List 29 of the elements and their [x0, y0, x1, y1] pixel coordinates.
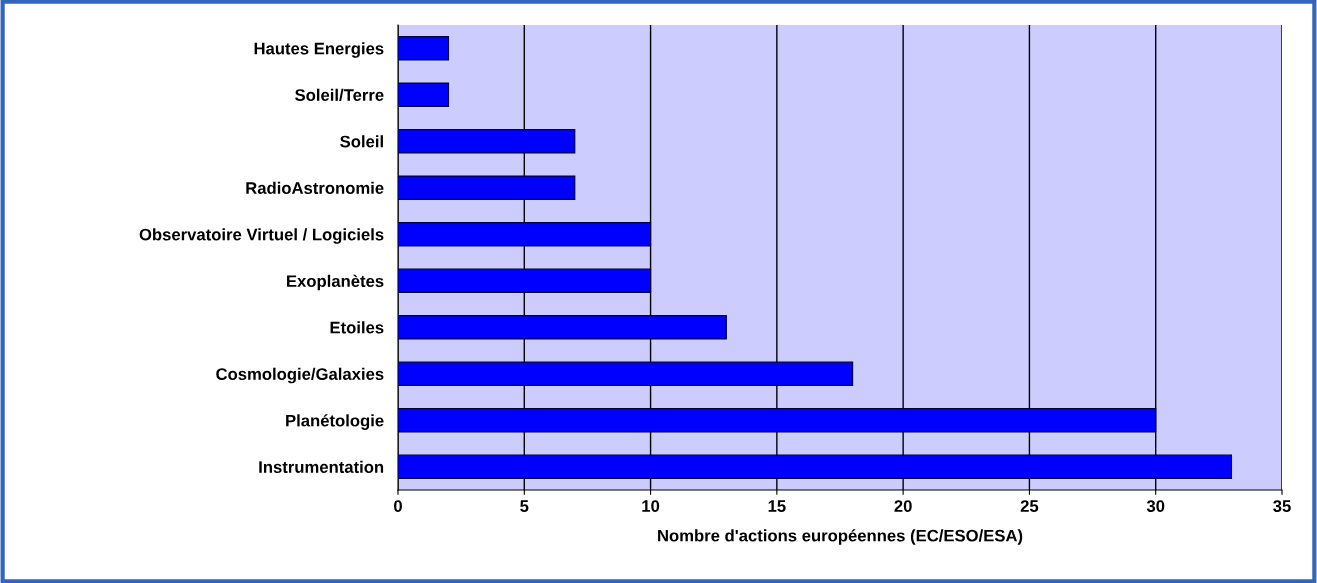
bar	[398, 408, 1157, 433]
y-tick-label: Cosmologie/Galaxies	[216, 367, 384, 384]
x-tick-label: 0	[394, 500, 402, 512]
bar	[398, 222, 652, 247]
y-tick-label: Soleil/Terre	[295, 88, 384, 102]
bar	[398, 361, 854, 386]
x-axis-title: Nombre d'actions européennes (EC/ESO/ESA)	[658, 529, 1023, 545]
x-tick-label: 5	[520, 500, 529, 512]
x-tick-label: 15	[768, 500, 786, 512]
x-tick-label: 20	[894, 500, 912, 512]
y-tick-label: Soleil	[340, 135, 383, 148]
y-tick-label: RadioAstronomie	[246, 181, 384, 194]
bar	[398, 36, 450, 61]
y-tick-label: Etoiles	[330, 321, 384, 334]
bar	[398, 454, 1233, 479]
y-tick-label: Observatoire Virtuel / Logiciels	[139, 228, 384, 244]
bar	[398, 129, 576, 154]
bar	[398, 82, 450, 107]
bar	[398, 315, 727, 340]
bar	[398, 268, 652, 293]
x-tick-label: 10	[642, 500, 660, 512]
bar	[398, 175, 576, 200]
x-tick-label: 30	[1146, 500, 1165, 512]
x-tick-label: 35	[1273, 500, 1291, 512]
y-tick-label: Planétologie	[286, 414, 384, 430]
x-tick-label: 25	[1020, 500, 1039, 512]
y-tick-label: Hautes Energies	[254, 42, 384, 58]
y-tick-label: Instrumentation	[259, 460, 384, 473]
y-tick-label: Exoplanètes	[287, 274, 384, 291]
